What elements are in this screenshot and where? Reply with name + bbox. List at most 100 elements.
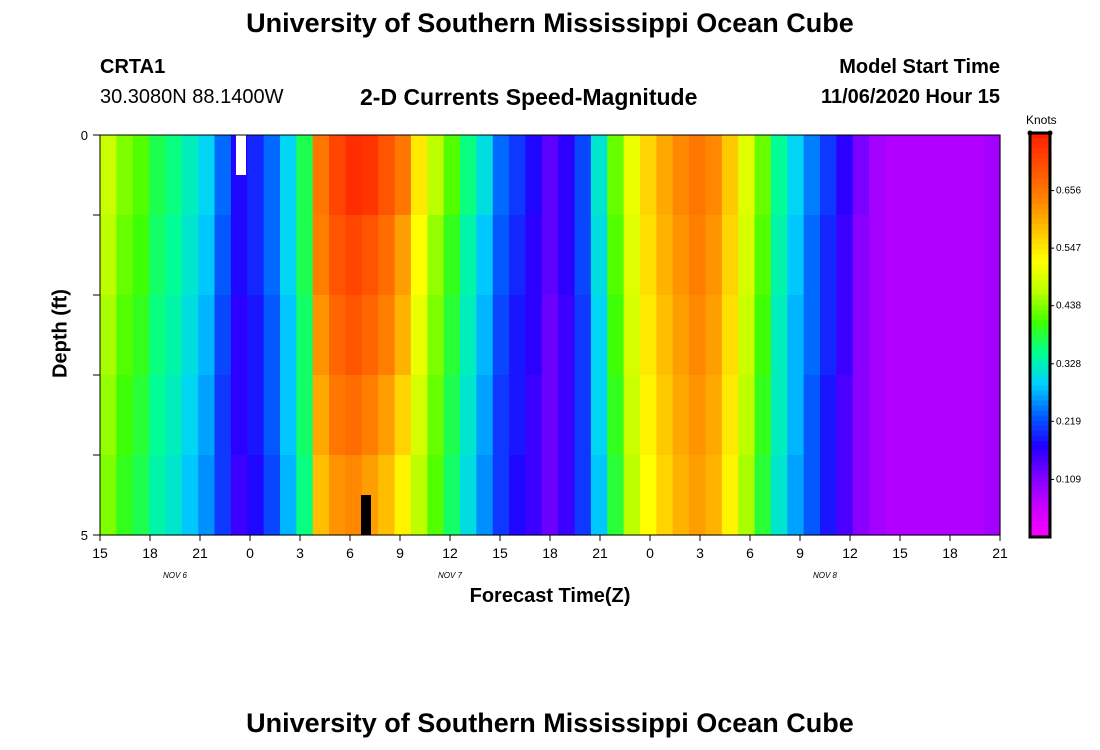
heatmap-cell — [525, 135, 543, 216]
colorbar-segment — [1030, 218, 1050, 225]
heatmap-cell — [983, 215, 1001, 296]
heatmap-cell — [590, 295, 608, 376]
heatmap-cell — [869, 375, 887, 456]
heatmap-cell — [950, 135, 968, 216]
heatmap-cell — [149, 295, 167, 376]
heatmap-cell — [705, 135, 723, 216]
heatmap-cell — [967, 135, 985, 216]
heatmap-cell — [280, 455, 297, 536]
colorbar-segment — [1030, 264, 1050, 270]
heatmap-cell — [770, 135, 788, 216]
station-coordinates: 30.3080N 88.1400W — [100, 86, 284, 108]
colorbar-segment — [1030, 259, 1050, 265]
heatmap-cell — [427, 295, 445, 376]
heatmap-cell — [705, 295, 723, 376]
colorbar-segment — [1030, 531, 1050, 538]
heatmap-cell — [689, 135, 707, 216]
heatmap-cell — [247, 295, 265, 376]
heatmap-cell — [345, 135, 363, 216]
heatmap-cell — [852, 375, 870, 456]
heatmap-cell — [394, 455, 412, 536]
colorbar-tick-label: 0.109 — [1056, 474, 1081, 485]
heatmap-cell — [247, 215, 265, 296]
heatmap-cell — [558, 135, 576, 216]
heatmap-cell — [443, 375, 461, 456]
heatmap-cell — [132, 375, 150, 456]
heatmap-cell — [738, 295, 756, 376]
x-tick-label: 21 — [192, 545, 208, 561]
colorbar-segment — [1030, 355, 1050, 361]
heatmap-cell — [672, 135, 690, 216]
heatmap-cell — [590, 215, 608, 296]
heatmap-cell — [165, 455, 183, 536]
heatmap-cell — [329, 295, 347, 376]
heatmap-cell — [132, 295, 150, 376]
heatmap-cell — [476, 455, 494, 536]
colorbar-segment — [1030, 304, 1050, 311]
colorbar-segment — [1030, 430, 1050, 437]
heatmap-cell — [852, 215, 870, 296]
heatmap-cell — [607, 215, 625, 296]
colorbar-segment — [1030, 254, 1050, 260]
heatmap-cell — [378, 455, 396, 536]
heatmap-cell — [754, 295, 772, 376]
heatmap-cell — [525, 295, 543, 376]
colorbar-segment — [1030, 198, 1050, 205]
heatmap-cell — [803, 215, 821, 296]
heatmap-cell — [492, 375, 510, 456]
x-tick-label: 9 — [396, 545, 404, 561]
colorbar-segment — [1030, 516, 1050, 523]
colorbar-segment — [1030, 471, 1050, 477]
heatmap-cell — [230, 215, 248, 296]
marker-black — [361, 495, 371, 535]
x-tick-label: 18 — [942, 545, 958, 561]
heatmap-cell — [787, 375, 805, 456]
colorbar-segment — [1030, 481, 1050, 488]
heatmap-cell — [247, 375, 265, 456]
heatmap-cell — [950, 295, 968, 376]
heatmap-cell — [509, 295, 527, 376]
heatmap-cell — [869, 135, 887, 216]
heatmap-cell — [640, 215, 657, 296]
heatmap-cell — [640, 455, 657, 536]
colorbar-segment — [1030, 193, 1050, 200]
heatmap-cell — [770, 215, 788, 296]
heatmap-cell — [836, 455, 854, 536]
heatmap-cell — [492, 215, 510, 296]
colorbar-tick-label: 0.656 — [1056, 186, 1081, 197]
colorbar-segment — [1030, 163, 1050, 169]
model-start-value: 11/06/2020 Hour 15 — [820, 86, 1000, 108]
heatmap-cell — [885, 375, 903, 456]
colorbar-segment — [1030, 148, 1050, 154]
colorbar-segment — [1030, 279, 1050, 286]
colorbar-corner-dot — [1027, 130, 1033, 136]
colorbar-segment — [1030, 269, 1050, 275]
heatmap-cell — [263, 375, 281, 456]
heatmap-cell — [607, 295, 625, 376]
colorbar-segment — [1030, 153, 1050, 159]
heatmap-cell — [149, 455, 167, 536]
heatmap-cell — [427, 215, 445, 296]
x-tick-label: 15 — [92, 545, 108, 561]
heatmap-cell — [869, 455, 887, 536]
colorbar-segment — [1030, 441, 1050, 447]
heatmap-cell — [983, 375, 1001, 456]
x-tick-label: 6 — [346, 545, 354, 561]
heatmap-cell — [950, 215, 968, 296]
heatmap-cell — [770, 295, 788, 376]
heatmap-cell — [656, 135, 674, 216]
heatmap-cell — [934, 455, 952, 536]
colorbar-segment — [1030, 138, 1050, 144]
x-tick-label: 0 — [646, 545, 654, 561]
x-tick-label: 3 — [696, 545, 704, 561]
heatmap-cell — [820, 375, 837, 456]
heatmap-cell — [820, 295, 837, 376]
heatmap-cell — [721, 295, 739, 376]
heatmap-cell — [852, 135, 870, 216]
heatmap-cell — [656, 455, 674, 536]
heatmap-cell — [525, 375, 543, 456]
x-tick-label: 12 — [842, 545, 858, 561]
heatmap-cell — [149, 375, 167, 456]
heatmap-cell — [934, 135, 952, 216]
heatmap-cell — [967, 295, 985, 376]
